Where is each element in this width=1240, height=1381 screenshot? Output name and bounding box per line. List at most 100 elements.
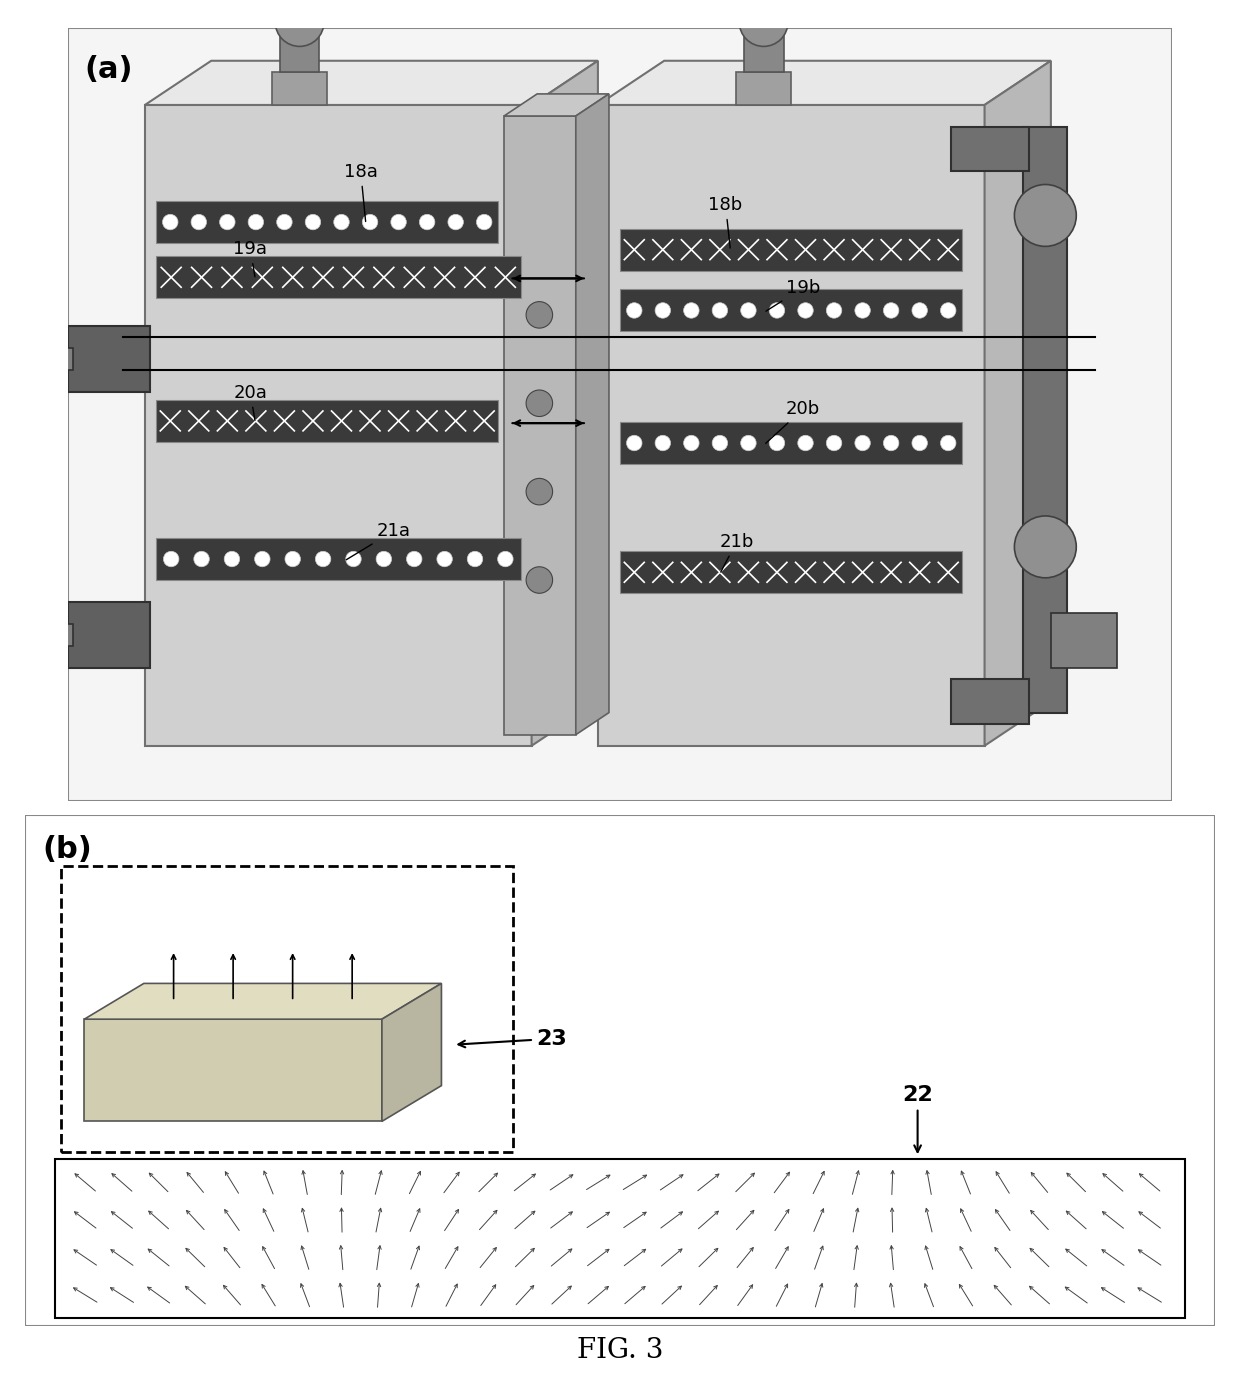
Circle shape: [683, 302, 699, 318]
Circle shape: [739, 0, 787, 47]
Circle shape: [164, 551, 179, 566]
Circle shape: [362, 214, 378, 229]
Bar: [620, 423, 962, 464]
Circle shape: [277, 214, 293, 229]
Circle shape: [448, 214, 464, 229]
Text: 21a: 21a: [346, 522, 410, 559]
Circle shape: [797, 302, 813, 318]
Text: FIG. 3: FIG. 3: [577, 1337, 663, 1364]
Circle shape: [305, 214, 321, 229]
Circle shape: [826, 302, 842, 318]
Circle shape: [826, 435, 842, 450]
Bar: [620, 229, 962, 271]
Bar: [951, 127, 1029, 171]
Circle shape: [376, 551, 392, 566]
Circle shape: [193, 551, 210, 566]
Circle shape: [526, 301, 553, 329]
Circle shape: [712, 435, 728, 450]
Circle shape: [911, 435, 928, 450]
Circle shape: [712, 302, 728, 318]
Bar: [620, 551, 962, 594]
Bar: [55, 1159, 1185, 1317]
Text: 19a: 19a: [233, 240, 268, 276]
Bar: [12, 624, 73, 646]
Circle shape: [911, 302, 928, 318]
Polygon shape: [84, 983, 441, 1019]
Circle shape: [769, 302, 785, 318]
Circle shape: [419, 214, 435, 229]
Circle shape: [626, 435, 642, 450]
Circle shape: [769, 435, 785, 450]
Circle shape: [334, 214, 350, 229]
Circle shape: [391, 214, 407, 229]
Circle shape: [740, 435, 756, 450]
Polygon shape: [575, 94, 609, 735]
Text: 21b: 21b: [719, 533, 754, 572]
Circle shape: [346, 551, 361, 566]
Text: 20b: 20b: [765, 400, 820, 443]
Bar: [156, 539, 521, 580]
Polygon shape: [503, 116, 575, 735]
Circle shape: [797, 435, 813, 450]
Polygon shape: [145, 105, 532, 746]
Text: (a): (a): [84, 55, 133, 84]
Bar: [620, 290, 962, 331]
Polygon shape: [532, 61, 598, 746]
Polygon shape: [84, 1019, 382, 1121]
Bar: [61, 866, 513, 1152]
Bar: [68, 326, 150, 392]
Circle shape: [1014, 516, 1076, 577]
Bar: [744, 22, 784, 72]
Text: (b): (b): [42, 836, 93, 865]
Circle shape: [0, 621, 26, 649]
Circle shape: [740, 302, 756, 318]
Bar: [156, 202, 498, 243]
Polygon shape: [503, 94, 609, 116]
Circle shape: [275, 0, 324, 47]
Bar: [156, 257, 521, 298]
Text: 18a: 18a: [343, 163, 378, 221]
Bar: [280, 22, 320, 72]
Polygon shape: [145, 61, 598, 105]
Circle shape: [940, 435, 956, 450]
Circle shape: [526, 478, 553, 505]
Circle shape: [854, 302, 870, 318]
Circle shape: [224, 551, 239, 566]
Circle shape: [526, 566, 553, 594]
Bar: [737, 72, 791, 105]
Circle shape: [191, 214, 207, 229]
Polygon shape: [382, 983, 441, 1121]
Circle shape: [497, 551, 513, 566]
Circle shape: [162, 214, 179, 229]
Circle shape: [683, 435, 699, 450]
Circle shape: [476, 214, 492, 229]
Circle shape: [248, 214, 264, 229]
Polygon shape: [598, 105, 985, 746]
Bar: [951, 679, 1029, 724]
Bar: [1023, 127, 1068, 713]
Bar: [272, 72, 327, 105]
Circle shape: [219, 214, 236, 229]
Circle shape: [315, 551, 331, 566]
Text: 18b: 18b: [708, 196, 743, 249]
Circle shape: [407, 551, 422, 566]
Bar: [156, 400, 498, 442]
Bar: [68, 602, 150, 668]
Circle shape: [655, 302, 671, 318]
Bar: [12, 348, 73, 370]
Text: 22: 22: [903, 1085, 932, 1152]
Circle shape: [1014, 185, 1076, 246]
Circle shape: [526, 389, 553, 417]
Circle shape: [254, 551, 270, 566]
Circle shape: [655, 435, 671, 450]
Circle shape: [626, 302, 642, 318]
Circle shape: [883, 435, 899, 450]
Circle shape: [436, 551, 453, 566]
Circle shape: [0, 345, 26, 373]
Circle shape: [854, 435, 870, 450]
Text: 19b: 19b: [766, 279, 820, 311]
Circle shape: [883, 302, 899, 318]
Bar: [1050, 613, 1117, 668]
Circle shape: [285, 551, 300, 566]
Circle shape: [940, 302, 956, 318]
